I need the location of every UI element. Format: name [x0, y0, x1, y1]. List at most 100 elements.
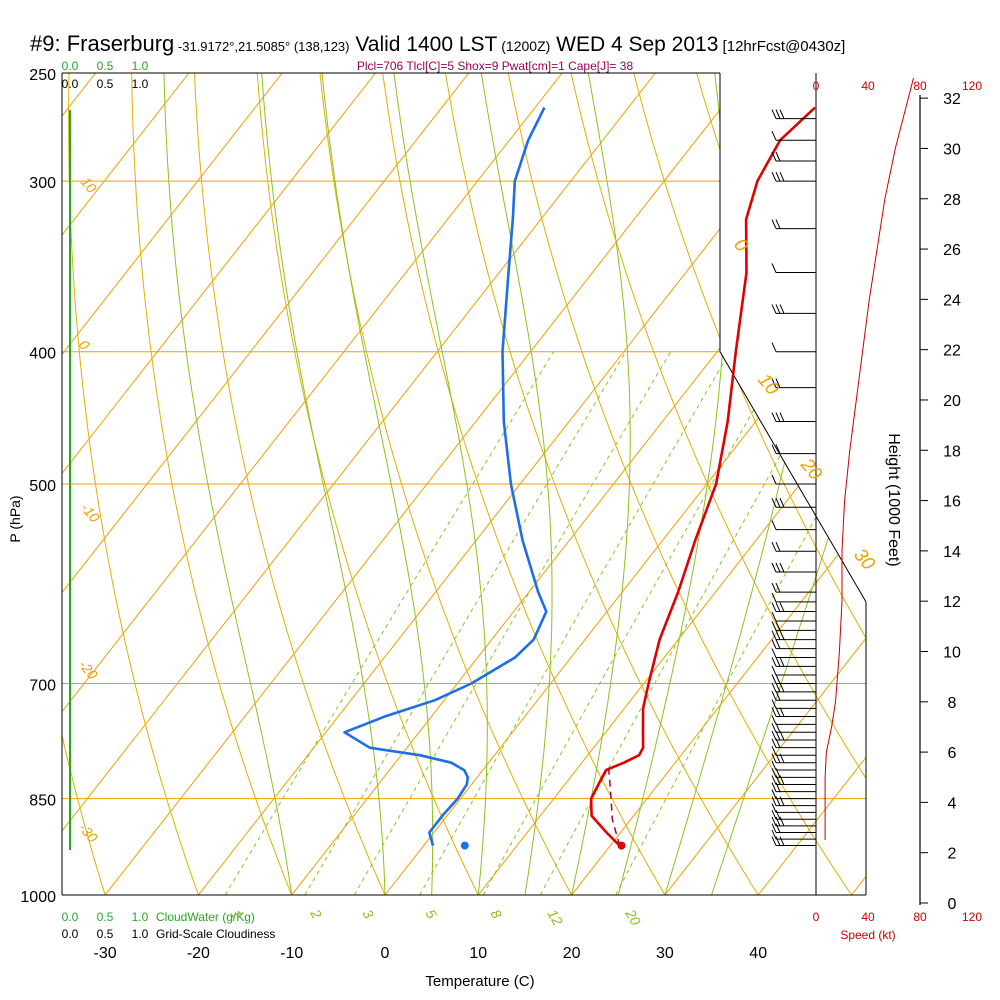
chart-header: #9: Fraserburg -31.9172°,21.5085° (138,1…	[30, 31, 845, 56]
isotherm-label: -10	[78, 500, 103, 526]
temperature-tick-label: -30	[94, 945, 117, 962]
mixing-ratio-line	[419, 351, 731, 895]
cloudiness-top-tick: 0.5	[97, 77, 114, 91]
mixing-ratio-label: 20	[622, 906, 644, 929]
chart-labels: #9: Fraserburg -31.9172°,21.5085° (138,1…	[7, 31, 982, 990]
wind-speed-profile	[824, 77, 914, 841]
wind-barb	[771, 691, 816, 701]
wind-barb	[771, 630, 816, 641]
temperature-profile	[589, 106, 816, 847]
wind-barb	[771, 621, 816, 631]
mixing-ratio-line	[539, 351, 839, 895]
wind-barb	[771, 412, 816, 423]
wind-barb	[771, 541, 816, 552]
wind-barb	[771, 109, 816, 120]
dry-adiabat	[821, 73, 866, 895]
isotherm-label: 0	[729, 235, 752, 257]
height-tick-label: 10	[943, 644, 961, 661]
wind-barb	[771, 378, 816, 389]
wind-barb	[771, 498, 816, 508]
isotherm-line	[851, 73, 866, 895]
isotherm-line	[757, 73, 866, 895]
surface-temperature-point	[617, 841, 626, 850]
surface-dewpoint-point	[460, 841, 469, 850]
cloudwater-top-tick: 0.0	[62, 59, 79, 73]
isotherm-line	[384, 73, 866, 895]
mixing-ratio-line	[224, 351, 554, 895]
cloudiness-bottom-tick: 0.0	[62, 927, 79, 941]
wind-barb	[771, 520, 816, 531]
speed-top-tick: 120	[962, 79, 982, 93]
mixing-ratio-line	[353, 351, 672, 895]
cloudwater-label: CloudWater (g/Kg)	[156, 910, 255, 924]
wind-barb	[771, 639, 816, 650]
speed-axis-label: Speed (kt)	[840, 928, 895, 942]
mixing-ratio-line	[304, 351, 627, 895]
moist-adiabat	[571, 73, 631, 895]
speed-bottom-tick: 40	[861, 910, 875, 924]
moist-adiabat	[321, 73, 434, 895]
cloudwater-top-tick: 1.0	[132, 59, 149, 73]
speed-top-tick: 0	[813, 79, 820, 93]
height-tick-label: 30	[943, 141, 961, 158]
wind-barb	[771, 657, 816, 667]
dry-adiabat	[445, 73, 759, 895]
height-tick-label: 12	[943, 594, 961, 611]
dewpoint-profile	[343, 107, 548, 846]
speed-top-tick: 80	[913, 79, 927, 93]
wind-barb	[771, 665, 816, 676]
dry-adiabat	[0, 73, 12, 895]
background-grid	[0, 72, 867, 896]
mixing-ratio-line	[482, 351, 788, 895]
indices-text: Plcl=706 Tlcl[C]=5 Shox=9 Pwat[cm]=1 Cap…	[357, 59, 634, 73]
wind-barb	[771, 674, 816, 685]
temperature-tick-label: 20	[563, 945, 581, 962]
dry-adiabat	[382, 73, 666, 895]
wind-barb	[771, 682, 816, 693]
isotherm-line	[62, 73, 656, 895]
isotherm-line	[62, 73, 376, 895]
temperature-tick-label: -20	[187, 945, 210, 962]
temperature-tick-label: 0	[381, 945, 390, 962]
height-tick-label: 2	[948, 846, 957, 863]
wind-barb	[771, 707, 816, 717]
wind-barb	[771, 304, 816, 314]
wind-barb	[771, 829, 816, 840]
pressure-tick-label: 850	[29, 793, 56, 810]
wind-barb	[771, 648, 816, 659]
pressure-tick-label: 400	[29, 346, 56, 363]
mixing-ratio-label: 2	[307, 906, 325, 922]
wind-barb	[771, 836, 816, 847]
parcel-path	[608, 770, 621, 846]
wind-barb	[771, 444, 816, 455]
pressure-tick-label: 250	[29, 67, 56, 84]
height-axis-label: Height (1000 Feet)	[885, 433, 902, 566]
cloudwater-bottom-tick: 1.0	[132, 910, 149, 924]
isotherm-line	[0, 73, 2, 895]
moist-adiabat	[711, 73, 866, 895]
wind-barb	[771, 746, 816, 756]
moist-adiabat	[163, 73, 293, 895]
dry-adiabat	[62, 73, 106, 895]
dry-adiabat	[507, 73, 852, 895]
mixing-ratio-label: 8	[487, 907, 505, 922]
dry-adiabat	[131, 73, 293, 895]
mixing-ratio-label: 3	[359, 907, 377, 922]
temperature-tick-label: 30	[656, 945, 674, 962]
wind-barb	[771, 130, 816, 141]
wind-barb	[771, 796, 816, 807]
wind-barb	[771, 782, 816, 793]
dry-adiabat	[68, 73, 199, 895]
isotherm-label: 10	[753, 370, 783, 400]
cloudiness-top-tick: 0.0	[62, 77, 79, 91]
wind-barb	[771, 219, 816, 230]
wind-barb	[771, 730, 816, 741]
wind-barb	[771, 582, 816, 593]
height-tick-label: 14	[943, 544, 961, 561]
height-tick-label: 32	[943, 91, 961, 108]
wind-barb	[771, 151, 816, 162]
sounding-profiles	[343, 106, 816, 850]
cloudwater-bottom-tick: 0.0	[62, 910, 79, 924]
cloudiness-bottom-tick: 1.0	[132, 927, 149, 941]
isotherm-label: 10	[78, 174, 100, 196]
